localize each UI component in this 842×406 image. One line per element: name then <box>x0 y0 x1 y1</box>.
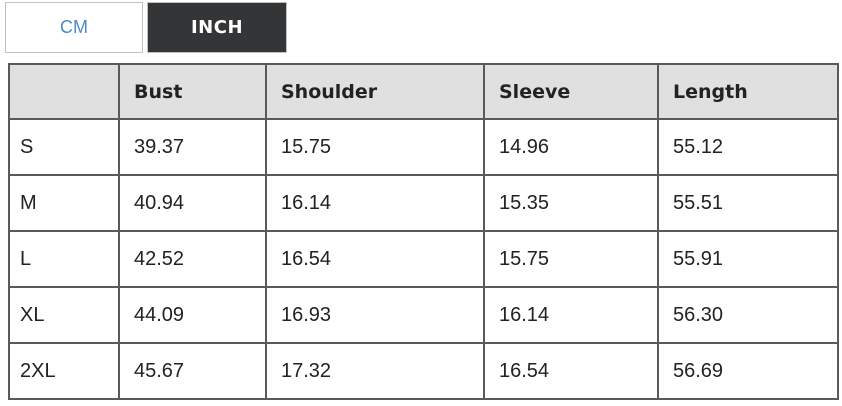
measurement-cell: 16.54 <box>265 230 485 288</box>
measurement-cell: 55.12 <box>657 118 839 176</box>
measurement-cell: 45.67 <box>118 342 267 400</box>
cm-button[interactable]: CM <box>5 2 143 53</box>
measurement-cell: 55.91 <box>657 230 839 288</box>
measurement-cell: 16.93 <box>265 286 485 344</box>
measurement-cell: 15.75 <box>483 230 659 288</box>
measurement-cell: 44.09 <box>118 286 267 344</box>
measurement-cell: 39.37 <box>118 118 267 176</box>
measurement-cell: 16.54 <box>483 342 659 400</box>
measurement-cell: 17.32 <box>265 342 485 400</box>
table-row-xl: XL 44.09 16.93 16.14 56.30 <box>8 286 839 344</box>
measurement-cell: 42.52 <box>118 230 267 288</box>
size-label: L <box>8 230 120 288</box>
measurement-cell: 16.14 <box>265 174 485 232</box>
measurement-cell: 55.51 <box>657 174 839 232</box>
table-row-l: L 42.52 16.54 15.75 55.91 <box>8 230 839 288</box>
unit-toggle: CM INCH <box>5 2 287 53</box>
table-row-m: M 40.94 16.14 15.35 55.51 <box>8 174 839 232</box>
header-row: Bust Shoulder Sleeve Length <box>8 63 839 120</box>
measurement-cell: 40.94 <box>118 174 267 232</box>
size-label: XL <box>8 286 120 344</box>
size-label: M <box>8 174 120 232</box>
measurement-cell: 56.30 <box>657 286 839 344</box>
column-header-shoulder: Shoulder <box>265 63 485 120</box>
size-label: 2XL <box>8 342 120 400</box>
column-header-size <box>8 63 120 120</box>
table-row-s: S 39.37 15.75 14.96 55.12 <box>8 118 839 176</box>
column-header-length: Length <box>657 63 839 120</box>
size-chart-table: Bust Shoulder Sleeve Length S 39.37 15.7… <box>8 63 839 400</box>
measurement-cell: 16.14 <box>483 286 659 344</box>
measurement-cell: 15.75 <box>265 118 485 176</box>
measurement-cell: 14.96 <box>483 118 659 176</box>
table-row-2xl: 2XL 45.67 17.32 16.54 56.69 <box>8 342 839 400</box>
column-header-sleeve: Sleeve <box>483 63 659 120</box>
inch-button[interactable]: INCH <box>147 2 287 53</box>
column-header-bust: Bust <box>118 63 267 120</box>
size-label: S <box>8 118 120 176</box>
measurement-cell: 15.35 <box>483 174 659 232</box>
measurement-cell: 56.69 <box>657 342 839 400</box>
